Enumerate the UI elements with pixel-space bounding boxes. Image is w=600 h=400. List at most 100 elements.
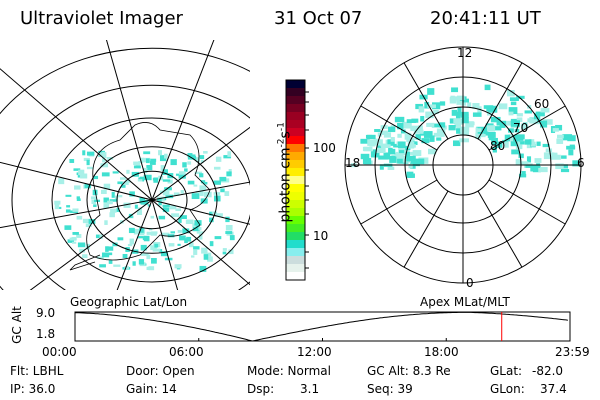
aurora-pixel [148,266,155,271]
aurora-pixel [373,151,380,158]
aurora-pixel [516,95,525,99]
colorbar-swatch [286,104,305,113]
aurora-pixel [111,191,115,198]
aurora-pixel [461,116,469,124]
meridian-line [403,62,449,140]
aurora-pixel [198,227,202,231]
aurora-pixel [74,185,81,190]
colorbar-frame [285,79,306,281]
aurora-pixel [377,132,382,137]
altitude-curve [75,311,568,342]
aurora-pixel [404,132,412,140]
aurora-pixel [133,165,141,169]
mlat-label-60: 60 [534,97,550,111]
date-label: 31 Oct 07 [274,8,363,29]
aurora-pixel [528,139,535,144]
aurora-pixel [374,139,381,146]
aurora-pixel [184,168,188,172]
geographic-map [0,40,250,290]
aurora-pixel [185,219,194,224]
mlt-label-18: 18 [345,156,361,170]
aurora-pixel [496,120,507,126]
aurora-pixel [194,171,203,175]
aurora-pixel [150,215,155,219]
meridian-line [477,190,523,268]
aurora-pixel [169,205,177,210]
aurora-pixel [438,122,446,128]
aurora-pixel [518,153,524,159]
aurora-pixel [71,241,77,244]
aurora-pixel [151,231,158,234]
colorbar-swatch [286,224,305,233]
aurora-pixel [397,158,407,164]
ip-status: IP: 36.0 [10,382,56,396]
aurora-pixel [98,152,102,156]
aurora-pixel [143,174,152,181]
aurora-pixel [66,205,71,208]
aurora-pixel [526,156,532,163]
aurora-pixel [187,180,195,185]
aurora-pixel [82,218,91,224]
aurora-pixel [213,180,221,185]
aurora-pixel [193,249,198,255]
aurora-pixel [140,244,147,251]
aurora-pixel [146,164,153,171]
altitude-ylabel: GC Alt [10,306,24,344]
aurora-pixel [99,234,103,240]
aurora-pixel [101,252,110,258]
aurora-pixel [536,163,541,168]
aurora-pixel [481,127,486,134]
aurora-pixel [126,169,130,174]
aurora-pixel [107,200,113,205]
aurora-pixel [426,122,435,127]
aurora-pixel [510,101,517,106]
aurora-pixel [524,110,532,114]
aurora-pixel [187,154,196,160]
aurora-pixel [209,217,214,223]
meridian-line [403,190,449,268]
aurora-pixel [134,204,138,209]
aurora-pixel [159,190,164,194]
aurora-pixel [542,143,550,148]
aurora-pixel [520,123,529,130]
aurora-pixel [67,239,74,243]
aurora-pixel [527,118,538,123]
colorbar-swatch [286,184,305,193]
colorbar-swatch [286,120,305,129]
aurora-pixel [415,134,421,140]
aurora-pixel [507,120,515,126]
aurora-pixel [149,160,156,165]
aurora-pixel [103,203,110,209]
aurora-pixel [225,231,233,234]
aurora-pixel [436,128,446,134]
aurora-pixel [219,176,227,182]
aurora-pixel [179,235,186,241]
aurora-pixel [77,173,81,178]
instrument-title: Ultraviolet Imager [20,8,183,29]
aurora-pixel [129,238,134,245]
aurora-pixel [449,98,457,104]
aurora-pixel [406,155,416,162]
aurora-pixel [79,248,86,253]
aurora-pixel [455,113,461,120]
aurora-pixel [517,144,523,148]
aurora-pixel [568,149,574,156]
aurora-pixel [187,161,192,165]
aurora-pixel [432,102,441,110]
meridian-line [488,105,566,151]
aurora-pixel [514,128,520,133]
aurora-pixel [457,107,462,114]
colorbar-swatch [286,112,305,121]
aurora-pixel [124,266,129,269]
aurora-pixel [508,111,514,116]
aurora-pixel [491,137,498,145]
aurora-pixel [101,172,110,177]
mlt-label-12: 12 [457,46,473,60]
aurora-pixel [99,264,106,268]
aurora-pixel [133,228,142,235]
altitude-xtick: 06:00 [169,345,204,359]
aurora-pixel [421,138,430,144]
aurora-pixel [556,138,564,144]
aurora-pixel [65,209,71,213]
colorbar-swatch [286,232,305,241]
